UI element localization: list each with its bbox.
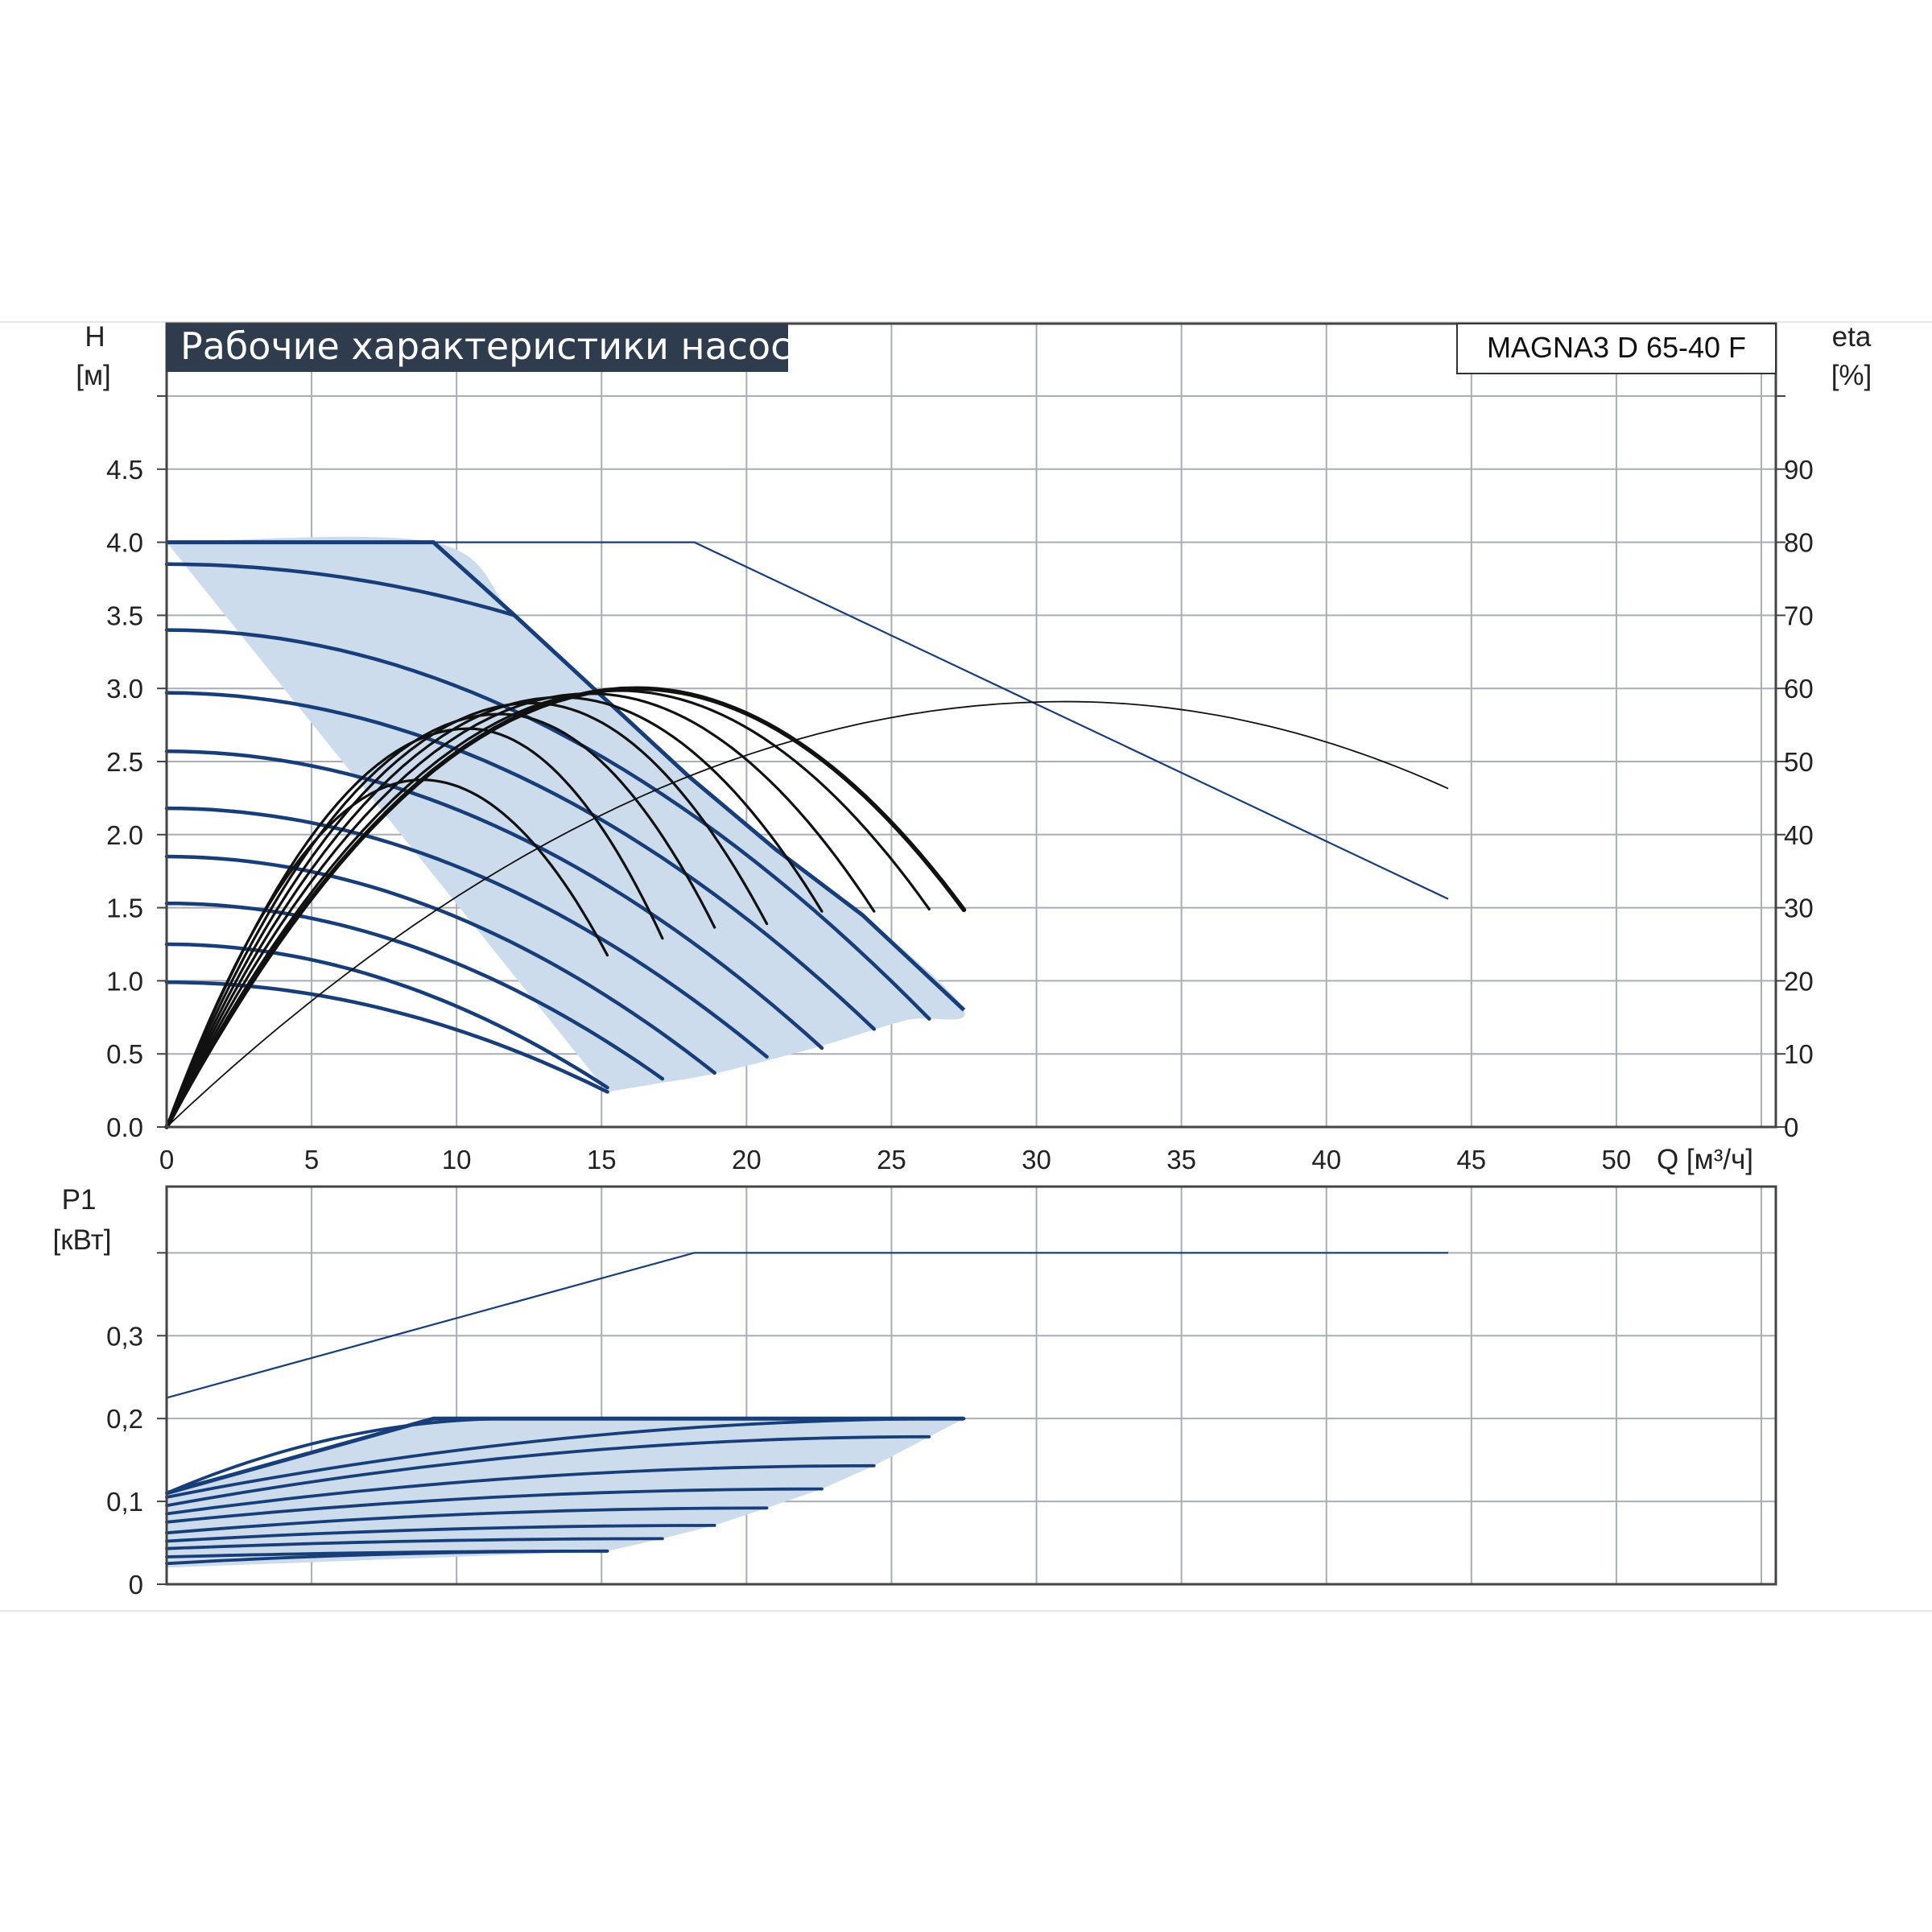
head-curves [164, 562, 931, 1094]
eta-tick-label: 60 [1784, 674, 1814, 704]
power-axis-unit: [кВт] [53, 1224, 112, 1256]
operating-area [167, 536, 1449, 1092]
model-box [1456, 323, 1777, 374]
head-curve-3 [164, 691, 877, 1031]
flow-tick-label: 20 [732, 1145, 762, 1174]
efficiency-axis-unit: [%] [1831, 360, 1872, 391]
efficiency-curve-2 [165, 689, 931, 1129]
power-tick-label: 0,3 [106, 1321, 143, 1351]
head-curve-6 [164, 854, 716, 1075]
head-tick-label: 2.0 [106, 820, 143, 850]
eta-tick-label: 90 [1784, 455, 1814, 485]
flow-axis-label: Q [м³/ч] [1657, 1144, 1753, 1175]
head-tick-label: 4.0 [106, 528, 143, 558]
max-speed-head-curve [167, 540, 966, 1012]
head-curve-9 [164, 980, 609, 1094]
head-axis-labels: 0.0 0.5 1.0 1.5 2.0 2.5 3.0 3.5 4.0 4.5 0 10 20 30 40 5… [106, 455, 1814, 1174]
head-curve-7 [164, 901, 665, 1081]
eta-tick-label: 0 [1784, 1113, 1798, 1142]
head-curve-2 [164, 628, 931, 1021]
efficiency-curve-5 [165, 701, 769, 1129]
efficiency-axis-symbol: eta [1832, 321, 1872, 353]
efficiency-curves [164, 686, 1449, 1129]
flow-tick-label: 45 [1456, 1145, 1486, 1174]
head-tick-label: 1.0 [106, 966, 143, 996]
power-curves [165, 1416, 966, 1566]
flow-tick-label: 15 [587, 1145, 617, 1174]
head-curve-4 [164, 749, 824, 1051]
chart-title: Рабочие характеристики насоса [180, 324, 814, 368]
flow-tick-label: 0 [159, 1145, 174, 1174]
efficiency-curve-6 [165, 712, 716, 1129]
flow-tick-label: 50 [1602, 1145, 1632, 1174]
head-axis-symbol: H [85, 321, 105, 353]
head-curve-5 [164, 806, 769, 1059]
power-curve-8 [165, 1537, 664, 1550]
power-frame [157, 1185, 1777, 1586]
head-axis-unit: [м] [76, 360, 111, 391]
head-grid [166, 324, 1776, 1127]
head-tick-label: 1.5 [106, 894, 143, 923]
flow-tick-label: 35 [1166, 1145, 1196, 1174]
flow-tick-label: 25 [877, 1145, 906, 1174]
title-banner [166, 324, 788, 372]
power-tick-label: 0,1 [106, 1487, 143, 1517]
power-tick-label: 0,2 [106, 1404, 143, 1434]
power-curve-1 [165, 1417, 517, 1495]
flow-tick-label: 5 [304, 1145, 319, 1174]
flow-tick-label: 40 [1311, 1145, 1341, 1174]
flow-tick-label: 10 [442, 1145, 472, 1174]
max-power-line [166, 1252, 1448, 1399]
power-axis-labels: 0 0,1 0,2 0,3 [106, 1321, 143, 1600]
head-plot-border [165, 322, 1777, 1129]
head-tick-label: 4.5 [106, 455, 143, 485]
power-curve-3 [165, 1435, 931, 1508]
head-tick-label: 0.5 [106, 1039, 143, 1069]
power-curve-6 [165, 1506, 769, 1535]
power-curve-7 [165, 1524, 716, 1543]
eta-tick-label: 40 [1784, 820, 1814, 850]
operating-area-fill [167, 536, 965, 1092]
power-curve-4 [165, 1463, 876, 1516]
head-tick-label: 2.5 [106, 747, 143, 777]
eta-tick-label: 80 [1784, 528, 1814, 558]
eta-tick-label: 70 [1784, 601, 1814, 630]
eta-tick-label: 10 [1784, 1039, 1814, 1069]
efficiency-curve-max-speed [166, 700, 1449, 1128]
head-tick-label: 3.0 [106, 674, 143, 704]
efficiency-curve-1 [164, 686, 967, 1129]
head-tick-label: 0.0 [106, 1113, 143, 1142]
head-curve-1 [164, 562, 517, 617]
efficiency-curve-3 [165, 691, 876, 1129]
model-label: MAGNA3 D 65-40 F [1487, 331, 1746, 364]
power-axis-symbol: P1 [62, 1184, 97, 1216]
power-curve-10 [165, 1549, 609, 1566]
power-curve-5 [165, 1487, 824, 1524]
eta-tick-label: 20 [1784, 966, 1814, 996]
eta-tick-label: 50 [1784, 747, 1814, 777]
power-curve-2 [165, 1417, 966, 1499]
head-frame [157, 322, 1785, 1129]
head-tick-label: 3.5 [106, 601, 143, 630]
eta-tick-label: 30 [1784, 894, 1814, 923]
max-speed-power-curve [166, 1416, 964, 1496]
efficiency-curve-4 [165, 696, 824, 1129]
flow-tick-label: 30 [1022, 1145, 1051, 1174]
power-tick-label: 0 [129, 1570, 143, 1600]
power-plot-border [165, 1185, 1777, 1586]
efficiency-curve-8 [165, 778, 609, 1129]
head-curve-8 [164, 942, 609, 1090]
